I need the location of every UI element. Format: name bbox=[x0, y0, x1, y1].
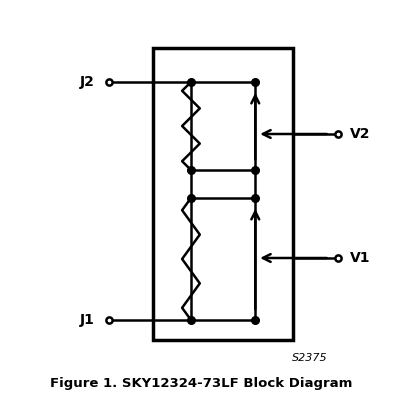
Text: J1: J1 bbox=[79, 313, 94, 327]
Text: J2: J2 bbox=[79, 75, 94, 89]
Text: V1: V1 bbox=[349, 251, 369, 265]
Text: S2375: S2375 bbox=[291, 353, 326, 363]
Text: Figure 1. SKY12324-73LF Block Diagram: Figure 1. SKY12324-73LF Block Diagram bbox=[50, 378, 351, 390]
Text: V2: V2 bbox=[349, 127, 369, 141]
